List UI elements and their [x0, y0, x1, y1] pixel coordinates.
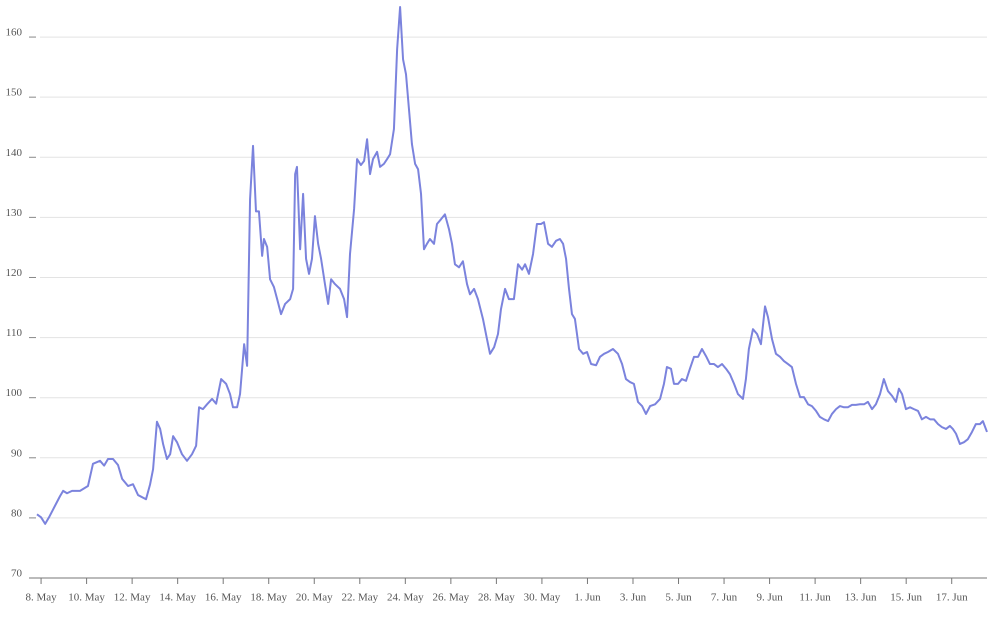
x-tick-label: 15. Jun	[890, 592, 922, 604]
x-tick-label: 22. May	[341, 592, 378, 604]
x-tick-label: 7. Jun	[711, 592, 738, 604]
y-tick-label: 100	[6, 387, 23, 399]
x-tick-label: 11. Jun	[799, 592, 831, 604]
y-tick-label: 120	[6, 267, 23, 279]
y-tick-label: 70	[11, 568, 23, 580]
x-tick-label: 14. May	[159, 592, 196, 604]
y-tick-label: 160	[6, 27, 23, 39]
x-tick-label: 28. May	[478, 592, 515, 604]
x-tick-label: 1. Jun	[574, 592, 601, 604]
x-tick-label: 18. May	[250, 592, 287, 604]
x-tick-label: 5. Jun	[665, 592, 692, 604]
y-tick-label: 140	[6, 147, 23, 159]
x-tick-label: 12. May	[114, 592, 151, 604]
x-tick-label: 16. May	[205, 592, 242, 604]
y-tick-label: 90	[11, 447, 23, 459]
x-tick-label: 8. May	[25, 592, 57, 604]
data-line	[36, 6, 988, 525]
x-tick-label: 13. Jun	[845, 592, 877, 604]
x-tick-label: 9. Jun	[756, 592, 783, 604]
y-tick-label: 150	[6, 87, 23, 99]
x-tick-label: 26. May	[433, 592, 470, 604]
y-tick-label: 80	[11, 507, 23, 519]
x-tick-label: 30. May	[524, 592, 561, 604]
y-tick-label: 110	[6, 327, 23, 339]
y-tick-label: 130	[6, 207, 23, 219]
x-tick-label: 10. May	[68, 592, 105, 604]
x-tick-label: 17. Jun	[936, 592, 968, 604]
x-tick-label: 3. Jun	[620, 592, 647, 604]
x-tick-label: 20. May	[296, 592, 333, 604]
x-tick-label: 24. May	[387, 592, 424, 604]
